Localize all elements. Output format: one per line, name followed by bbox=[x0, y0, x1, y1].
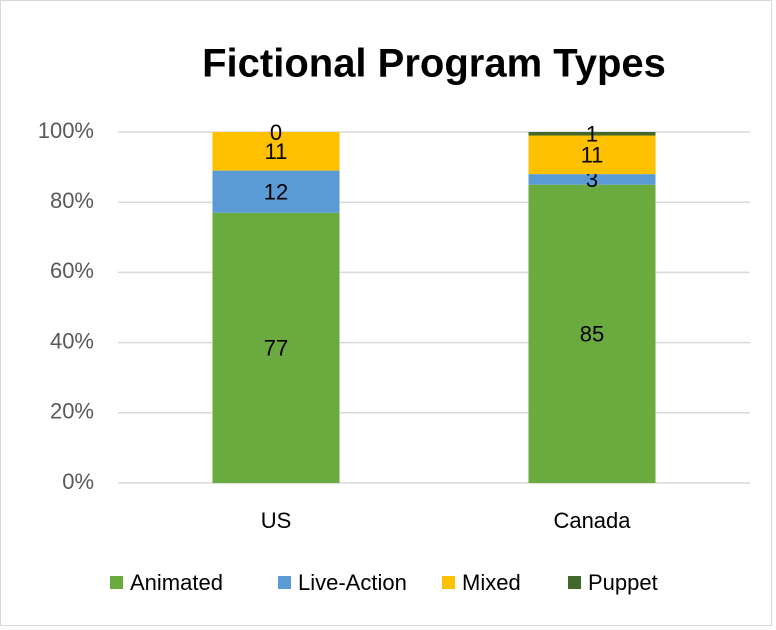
data-label: 11 bbox=[581, 143, 604, 168]
y-tick-label: 100% bbox=[38, 118, 94, 143]
y-tick-label: 20% bbox=[50, 399, 94, 424]
data-label: 11 bbox=[265, 139, 288, 164]
y-tick-label: 40% bbox=[50, 328, 94, 353]
legend-swatch bbox=[442, 576, 455, 589]
data-label: 0 bbox=[270, 120, 282, 145]
legend-label: Live-Action bbox=[298, 570, 407, 595]
legend-swatch bbox=[110, 576, 123, 589]
data-label: 77 bbox=[264, 336, 288, 361]
y-tick-label: 80% bbox=[50, 188, 94, 213]
x-tick-label: Canada bbox=[553, 508, 631, 533]
legend-label: Mixed bbox=[462, 570, 521, 595]
legend-swatch bbox=[278, 576, 291, 589]
data-label: 12 bbox=[264, 179, 288, 204]
bar-segment bbox=[528, 184, 656, 483]
data-label: 85 bbox=[580, 322, 604, 347]
y-tick-label: 0% bbox=[62, 469, 94, 494]
data-label: 1 bbox=[586, 122, 598, 147]
bar-segment bbox=[528, 132, 656, 136]
bar-segment bbox=[528, 135, 656, 175]
bar-segment bbox=[212, 212, 340, 484]
bar-segment bbox=[212, 132, 340, 171]
bar-segment bbox=[528, 174, 656, 185]
legend-label: Animated bbox=[130, 570, 223, 595]
x-tick-label: US bbox=[261, 508, 292, 533]
chart-title: Fictional Program Types bbox=[202, 42, 666, 86]
legend-label: Puppet bbox=[588, 570, 658, 595]
bar-segment bbox=[212, 170, 340, 213]
y-tick-label: 60% bbox=[50, 258, 94, 283]
legend-swatch bbox=[568, 576, 581, 589]
